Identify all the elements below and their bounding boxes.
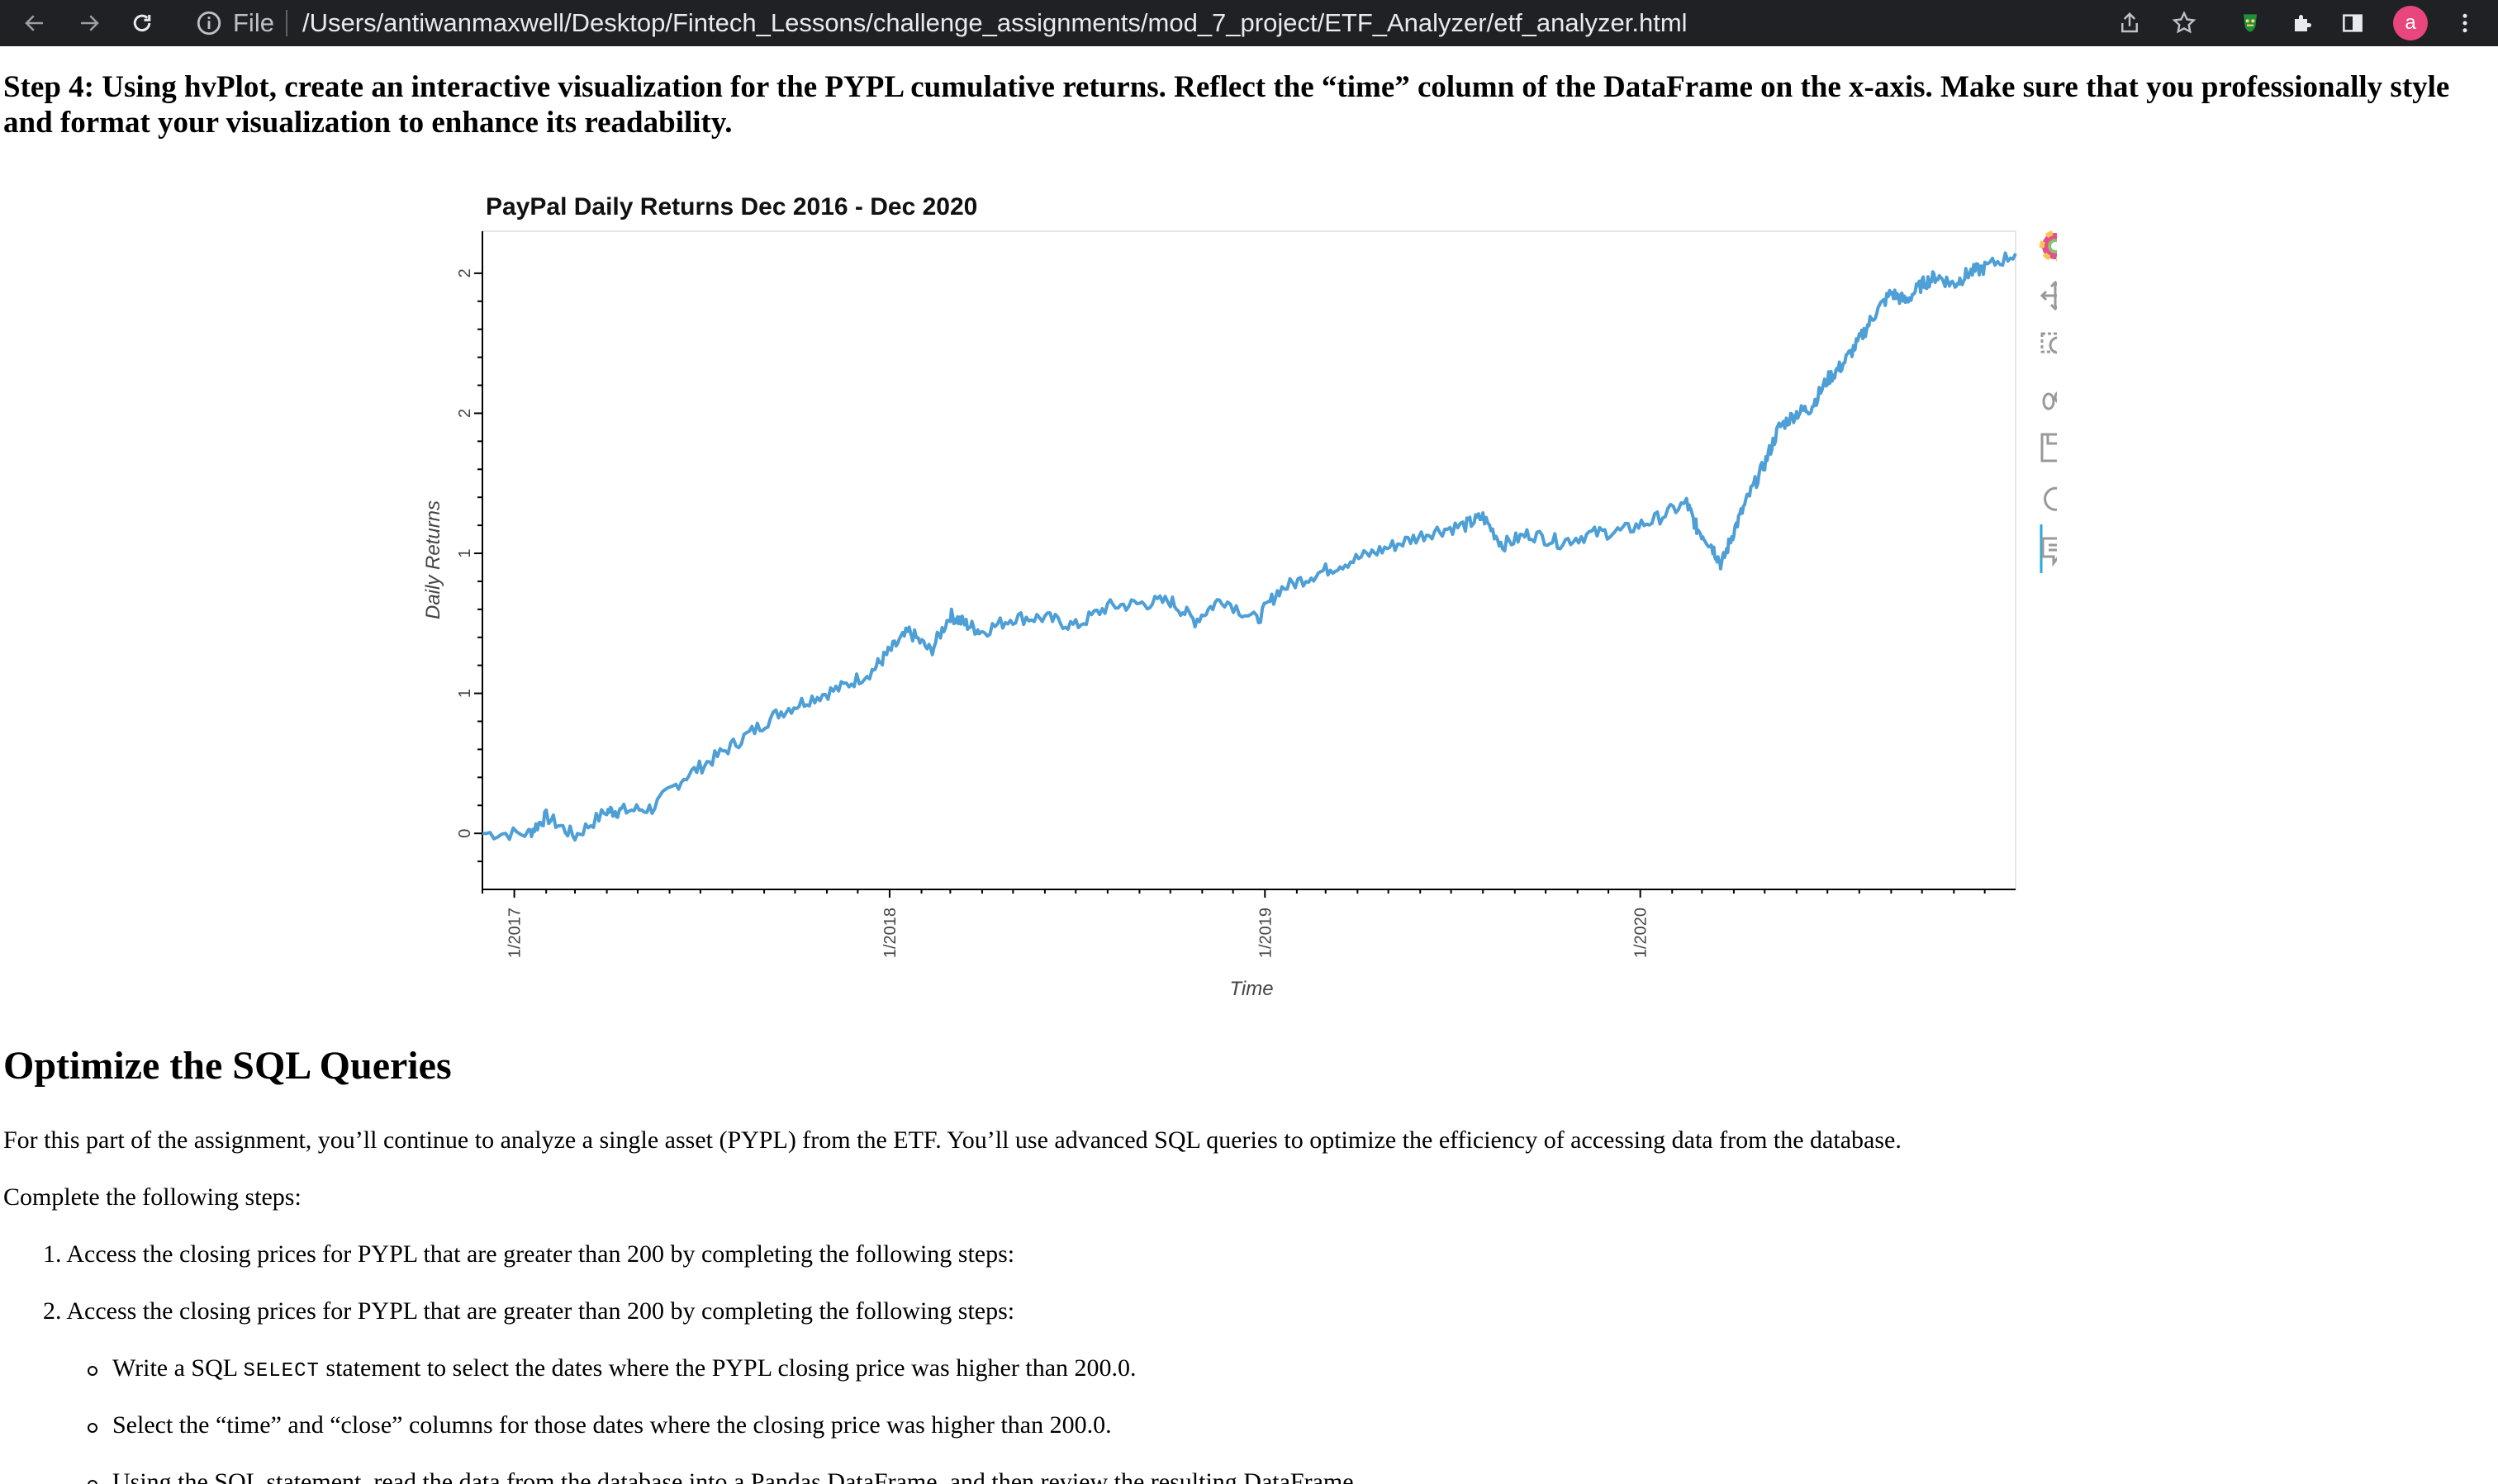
- chart-canvas[interactable]: PayPal Daily Returns Dec 2016 - Dec 2020…: [388, 182, 2057, 1016]
- pan-icon[interactable]: [2040, 280, 2057, 311]
- back-arrow-icon[interactable]: [18, 7, 51, 40]
- x-tick-label: 1/2019: [1256, 908, 1275, 958]
- omnibox-separator: [286, 10, 287, 36]
- y-axis-ticks: 0 1 1 2 2: [456, 268, 482, 863]
- sidebar-icon[interactable]: [2338, 8, 2367, 38]
- y-axis-label: Daily Returns: [422, 500, 444, 619]
- y-tick-label: 1: [456, 689, 474, 698]
- hover-icon[interactable]: [2041, 537, 2057, 567]
- returns-series-line[interactable]: [482, 251, 2017, 842]
- file-scheme-label: File: [233, 8, 274, 37]
- bullet-text: statement to select the dates where the …: [319, 1354, 1137, 1382]
- bullet-text: Using the SQL statement, read the data f…: [112, 1468, 1361, 1484]
- profile-avatar[interactable]: a: [2393, 6, 2428, 40]
- address-bar[interactable]: /Users/antiwanmaxwell/Desktop/Fintech_Le…: [302, 8, 1688, 37]
- bullet-marker: [88, 1423, 97, 1433]
- bullet-item: Using the SQL statement, read the data f…: [88, 1467, 1361, 1484]
- ordered-list-item: 1. Access the closing prices for PYPL th…: [43, 1240, 1015, 1268]
- y-tick-label: 2: [456, 268, 474, 277]
- star-icon[interactable]: [2169, 8, 2199, 38]
- section-title: Optimize the SQL Queries: [3, 1044, 452, 1088]
- intro-paragraph: For this part of the assignment, you’ll …: [3, 1126, 1902, 1154]
- forward-arrow-icon[interactable]: [73, 7, 106, 40]
- x-tick-label: 1/2017: [506, 908, 525, 958]
- info-icon[interactable]: [195, 9, 223, 37]
- save-icon[interactable]: [2040, 433, 2057, 462]
- x-axis-ticks: 1/2017 1/2018 1/2019 1/2020: [482, 889, 1986, 958]
- plot-frame: [482, 230, 2016, 890]
- pypl-returns-chart[interactable]: PayPal Daily Returns Dec 2016 - Dec 2020…: [388, 182, 2057, 1016]
- reset-icon[interactable]: [2044, 486, 2057, 511]
- bullet-item: Select the “time” and “close” columns fo…: [88, 1410, 1112, 1441]
- x-tick-label: 1/2018: [881, 908, 900, 958]
- menu-dots-icon[interactable]: [2450, 8, 2480, 38]
- share-icon[interactable]: [2115, 8, 2144, 38]
- box-zoom-icon[interactable]: [2040, 332, 2057, 358]
- puzzle-icon[interactable]: [2288, 8, 2318, 38]
- bullet-text: Select the “time” and “close” columns fo…: [112, 1411, 1112, 1439]
- bullet-text: Write a SQL: [112, 1354, 244, 1382]
- ordered-list-item: 2. Access the closing prices for PYPL th…: [43, 1297, 1015, 1325]
- x-tick-label: 1/2020: [1632, 908, 1650, 958]
- x-axis-label: Time: [1229, 978, 1273, 1000]
- browser-toolbar: File /Users/antiwanmaxwell/Desktop/Finte…: [0, 0, 2498, 46]
- wheel-zoom-icon[interactable]: [2042, 391, 2057, 412]
- reload-icon[interactable]: [126, 7, 159, 40]
- bullet-item: Write a SQL SELECT statement to select t…: [88, 1353, 1137, 1387]
- y-tick-label: 1: [456, 548, 474, 557]
- inline-code: SELECT: [243, 1360, 320, 1382]
- step-4-heading: Step 4: Using hvPlot, create an interact…: [3, 70, 2450, 140]
- chart-title: PayPal Daily Returns Dec 2016 - Dec 2020: [486, 193, 977, 220]
- extension-icon[interactable]: [2235, 8, 2265, 38]
- bokeh-logo-icon[interactable]: [2040, 230, 2057, 262]
- bullet-marker: [88, 1480, 97, 1484]
- bullet-marker: [88, 1366, 97, 1376]
- y-tick-label: 2: [456, 409, 474, 418]
- y-tick-label: 0: [456, 829, 474, 838]
- complete-steps-text: Complete the following steps:: [3, 1183, 302, 1211]
